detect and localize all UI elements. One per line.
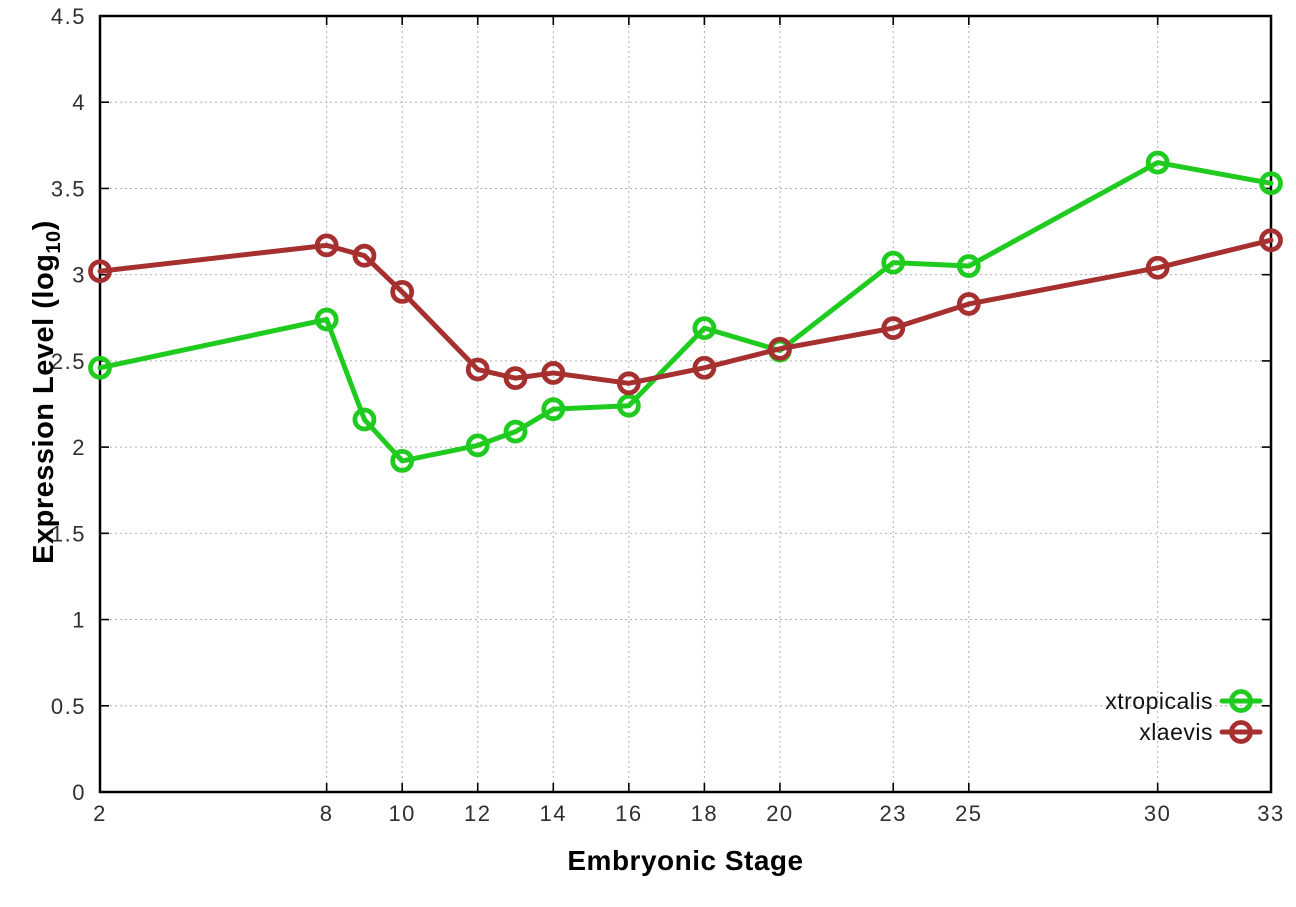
y-tick-label: 2.5 xyxy=(51,349,86,374)
x-tick-label: 16 xyxy=(615,801,642,826)
data-point-xlaevis xyxy=(881,316,906,341)
y-tick-label: 0.5 xyxy=(51,694,86,719)
series-line-xlaevis xyxy=(97,237,1274,386)
legend-marker-xtropicalis xyxy=(1229,689,1253,713)
x-tick-label: 18 xyxy=(691,801,718,826)
legend-label-xlaevis: xlaevis xyxy=(1139,719,1213,745)
data-point-xtropicalis xyxy=(503,419,528,444)
y-tick-label: 2 xyxy=(72,435,86,460)
x-tick-label: 2 xyxy=(93,801,107,826)
data-point-xlaevis xyxy=(541,361,566,385)
data-point-xtropicalis xyxy=(352,407,377,432)
data-point-xtropicalis xyxy=(541,397,566,422)
x-tick-label: 23 xyxy=(880,801,907,826)
data-point-xlaevis xyxy=(616,371,641,396)
y-axis-title-subscript: 10 xyxy=(42,230,65,254)
y-tick-label: 4.5 xyxy=(51,4,86,29)
legend-marker-xlaevis xyxy=(1229,720,1253,744)
x-tick-label: 8 xyxy=(320,801,334,826)
data-point-xlaevis xyxy=(503,366,528,391)
legend-label-xtropicalis: xtropicalis xyxy=(1105,688,1213,714)
y-tick-label: 0 xyxy=(72,780,86,805)
x-tick-label: 25 xyxy=(955,801,982,826)
data-point-xtropicalis xyxy=(881,250,906,275)
y-axis-title-suffix: ) xyxy=(28,220,60,231)
data-point-xlaevis xyxy=(88,259,112,284)
y-tick-label: 3 xyxy=(72,263,86,288)
data-point-xtropicalis xyxy=(465,433,490,458)
y-tick-label: 1 xyxy=(72,608,86,633)
data-point-xlaevis xyxy=(1259,228,1283,253)
data-point-xlaevis xyxy=(352,243,377,268)
data-point-xtropicalis xyxy=(616,393,641,418)
y-axis-title-prefix: Expression Level (log xyxy=(28,253,60,564)
data-point-xtropicalis xyxy=(390,449,415,473)
data-point-xtropicalis xyxy=(1259,171,1283,196)
data-point-xtropicalis xyxy=(956,254,981,278)
x-tick-label: 14 xyxy=(540,801,567,826)
x-tick-label: 33 xyxy=(1257,801,1284,826)
data-point-xlaevis xyxy=(465,357,490,382)
data-point-xlaevis xyxy=(956,292,981,316)
data-point-xtropicalis xyxy=(314,307,339,332)
data-point-xtropicalis xyxy=(88,355,112,380)
data-point-xlaevis xyxy=(390,280,415,304)
data-point-xlaevis xyxy=(692,355,717,380)
data-point-xtropicalis xyxy=(692,316,717,341)
x-tick-label: 10 xyxy=(388,801,415,826)
x-tick-label: 20 xyxy=(766,801,793,826)
x-tick-label: 12 xyxy=(464,801,491,826)
y-tick-label: 3.5 xyxy=(51,176,86,201)
y-tick-label: 1.5 xyxy=(51,521,86,546)
x-axis-title: Embryonic Stage xyxy=(567,845,804,876)
data-point-xlaevis xyxy=(768,336,792,361)
data-point-xlaevis xyxy=(1145,255,1170,280)
plot-border xyxy=(98,14,1273,794)
data-point-xlaevis xyxy=(314,233,339,258)
x-tick-label: 30 xyxy=(1144,801,1171,826)
y-axis-title: Expression Level (log10) xyxy=(28,0,68,792)
data-point-xtropicalis xyxy=(1145,150,1170,175)
series-line-xtropicalis xyxy=(97,160,1274,464)
y-tick-label: 4 xyxy=(72,90,86,115)
